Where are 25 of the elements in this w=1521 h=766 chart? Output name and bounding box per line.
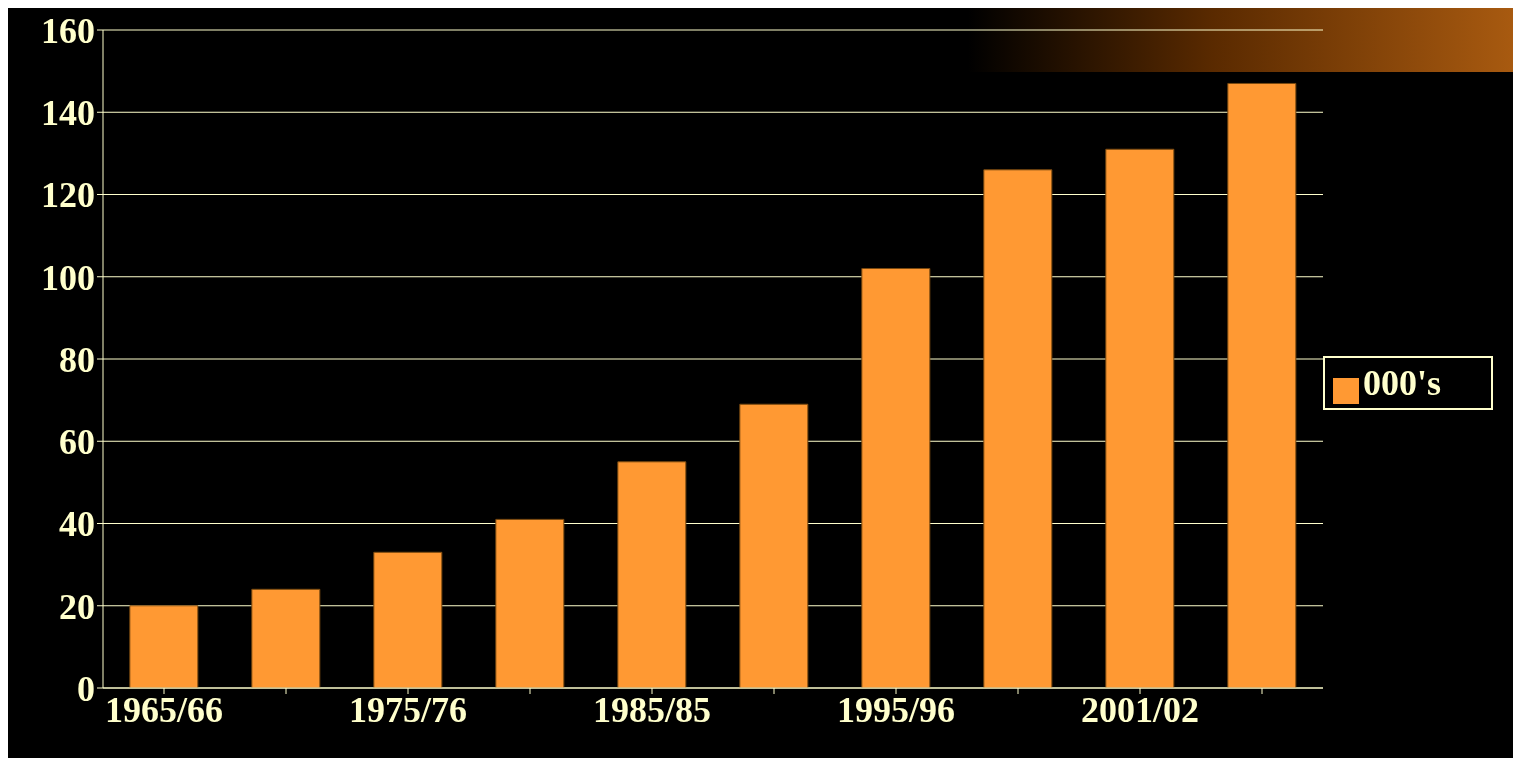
y-tick-label: 140 xyxy=(41,93,95,134)
bar xyxy=(1105,148,1175,688)
y-tick-label: 0 xyxy=(77,668,95,709)
y-tick-label: 160 xyxy=(41,10,95,51)
x-tick-label: 1965/66 xyxy=(104,689,224,730)
bar xyxy=(617,461,687,688)
x-tick-label: 1985/85 xyxy=(592,689,712,730)
y-tick-label: 80 xyxy=(59,339,95,380)
bar xyxy=(739,403,809,688)
legend-label: 000's xyxy=(1363,362,1442,403)
y-tick-label: 60 xyxy=(59,422,95,463)
x-tick-label: 2001/02 xyxy=(1080,689,1200,730)
y-tick-label: 40 xyxy=(59,504,95,545)
bar xyxy=(983,169,1053,688)
bar xyxy=(129,605,199,688)
y-tick-label: 120 xyxy=(41,175,95,216)
bar xyxy=(373,551,443,688)
bar xyxy=(495,518,565,688)
y-tick-label: 20 xyxy=(59,586,95,627)
y-tick-label: 100 xyxy=(41,257,95,298)
bar xyxy=(861,268,931,688)
bar xyxy=(1227,82,1297,688)
x-tick-label: 1995/96 xyxy=(836,689,956,730)
bar xyxy=(251,588,321,688)
x-tick-label: 1975/76 xyxy=(348,689,468,730)
